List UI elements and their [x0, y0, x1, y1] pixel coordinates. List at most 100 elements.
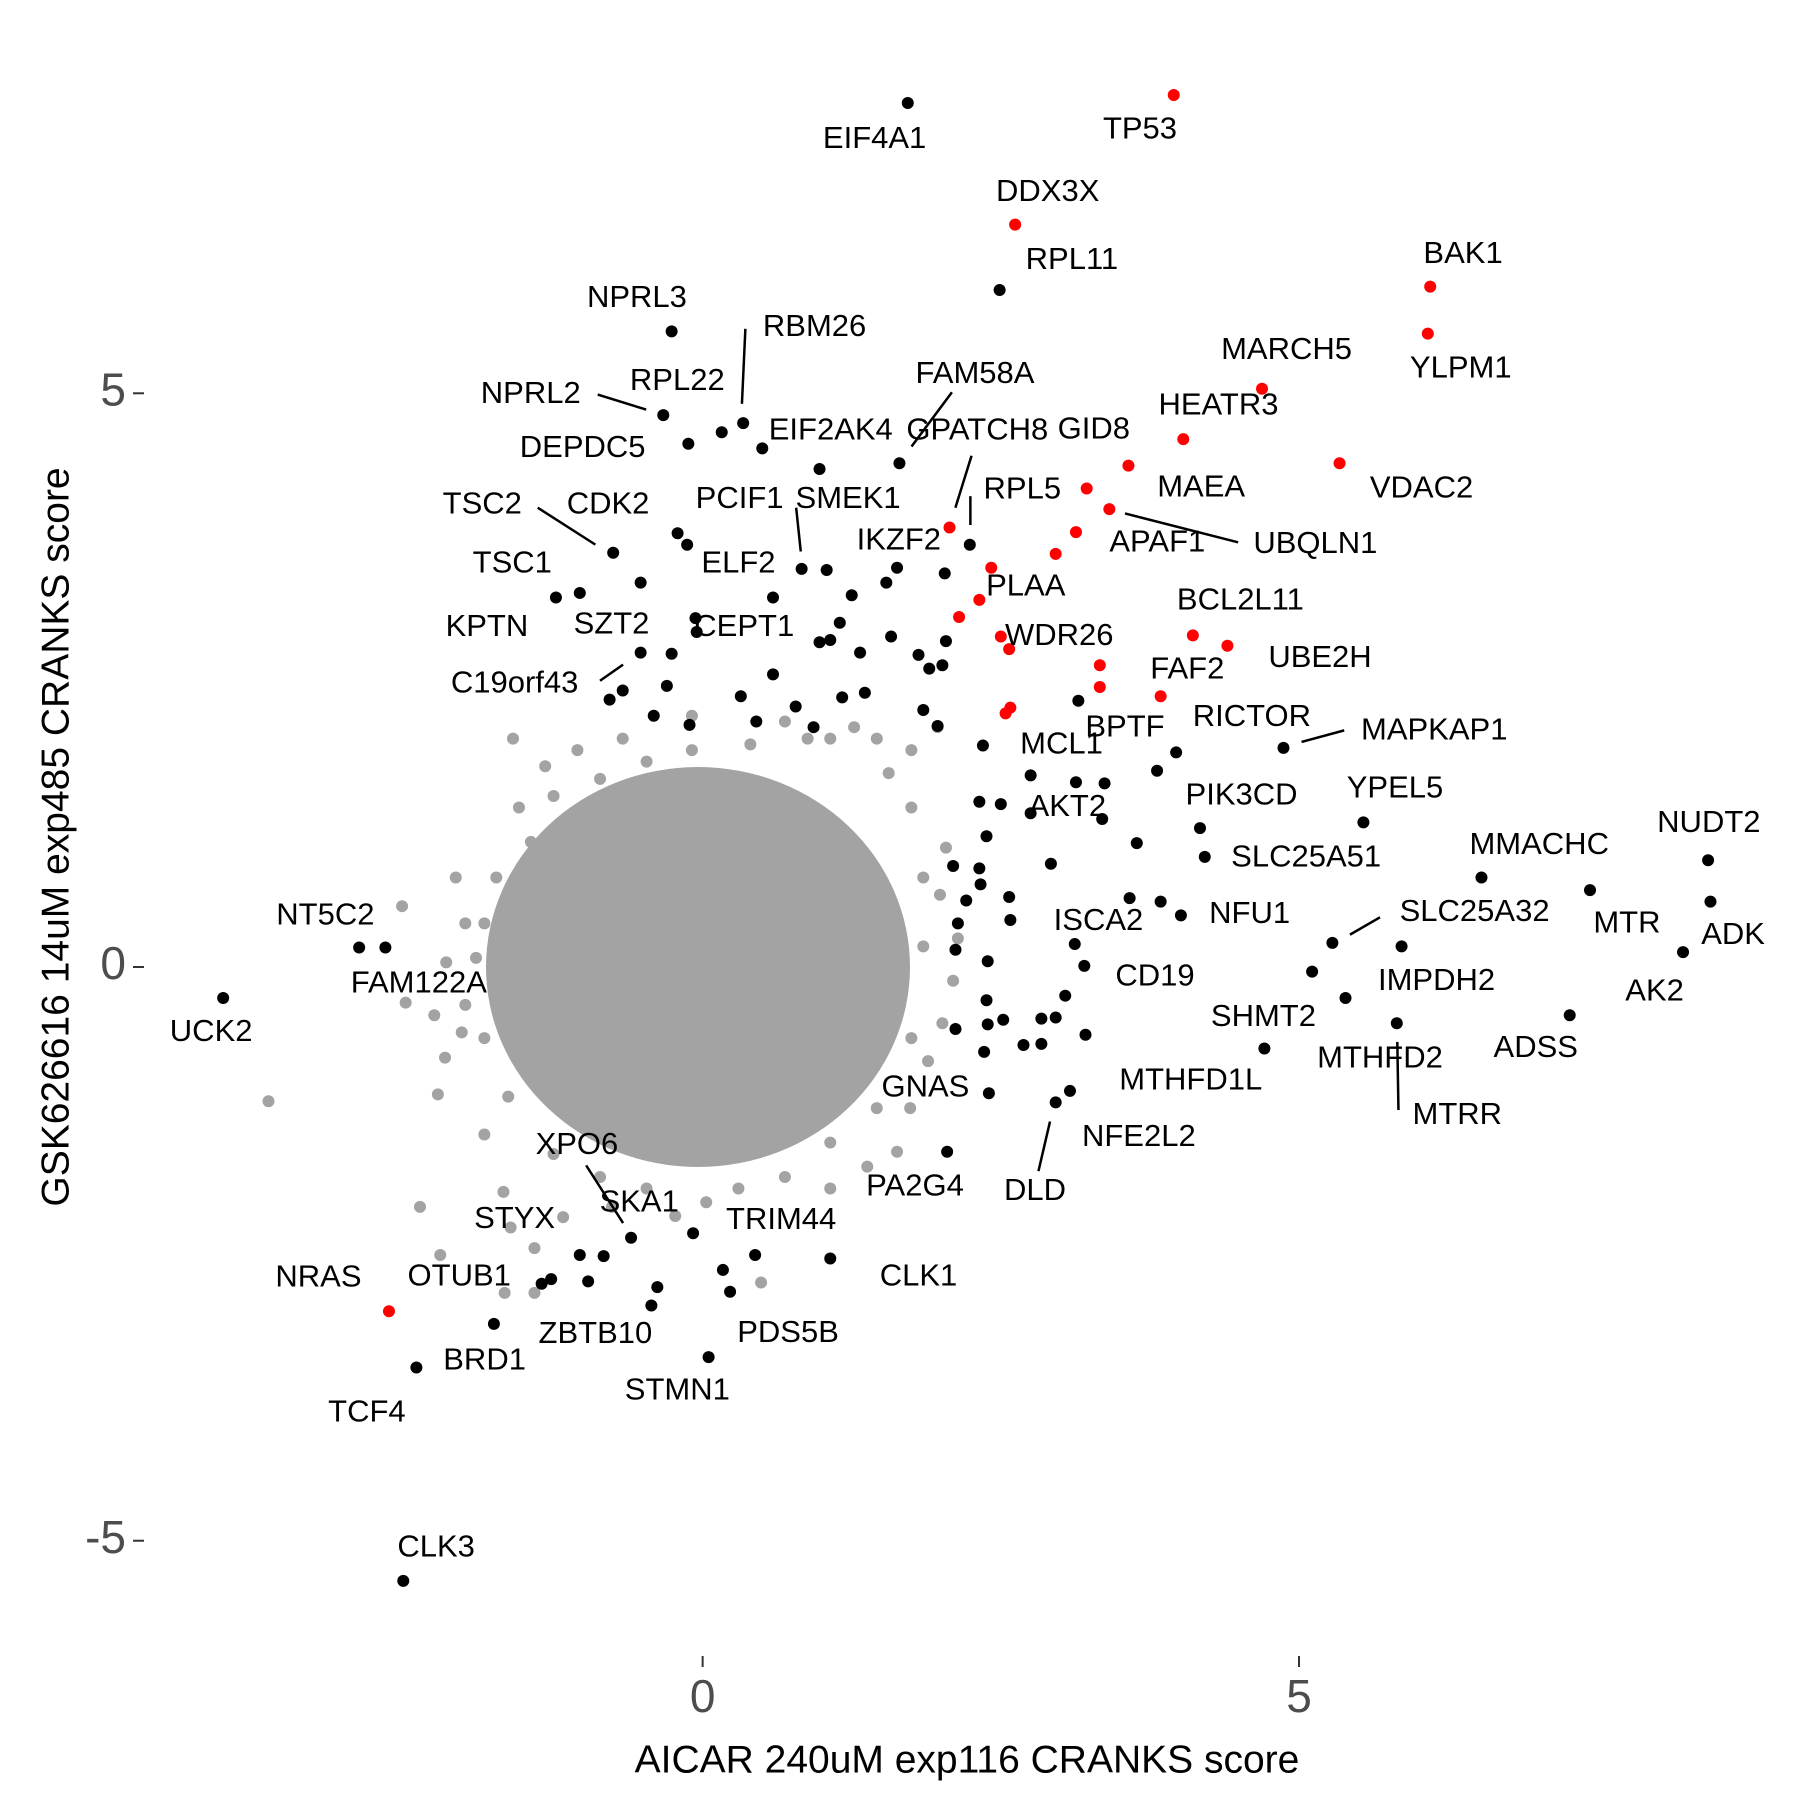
point	[478, 1128, 491, 1141]
point	[1186, 629, 1199, 642]
leader-line	[954, 455, 973, 509]
point-label: SLC25A51	[1231, 839, 1381, 874]
point	[1221, 639, 1234, 652]
point-label: IMPDH2	[1378, 962, 1495, 997]
point	[755, 1276, 768, 1289]
point	[616, 684, 629, 697]
point	[938, 567, 951, 580]
point	[535, 1277, 548, 1290]
point	[660, 679, 673, 692]
point	[734, 690, 747, 703]
point-label: EIF2AK4	[769, 412, 893, 447]
point	[824, 732, 837, 745]
point	[1421, 327, 1434, 340]
point	[973, 593, 986, 606]
point	[732, 1182, 745, 1195]
point	[1096, 812, 1109, 825]
point	[854, 646, 867, 659]
point	[1024, 769, 1037, 782]
point	[1333, 457, 1346, 470]
point	[1339, 991, 1352, 1004]
point	[528, 1286, 541, 1299]
point	[434, 1249, 447, 1262]
point-label: OTUB1	[408, 1257, 511, 1292]
point-label: RPL11	[1026, 241, 1119, 276]
point	[440, 956, 453, 969]
point	[455, 1026, 468, 1039]
point	[502, 1090, 515, 1103]
leader-line	[1037, 1121, 1052, 1172]
point	[665, 325, 678, 338]
point	[685, 744, 698, 757]
point	[1035, 1012, 1048, 1025]
point	[824, 1182, 837, 1195]
point	[947, 860, 960, 873]
point	[1003, 891, 1016, 904]
point	[573, 1249, 586, 1262]
point	[594, 772, 607, 785]
point	[953, 611, 966, 624]
point	[1069, 776, 1082, 789]
leader-line	[585, 1164, 625, 1224]
point	[528, 1242, 541, 1255]
point	[1123, 892, 1136, 905]
point	[1167, 88, 1180, 101]
point	[557, 1211, 570, 1224]
point-label: TSC2	[443, 486, 522, 521]
point	[700, 1196, 713, 1209]
x-tick-label: 5	[1286, 1670, 1312, 1722]
point	[682, 437, 695, 450]
point	[936, 1017, 949, 1030]
point	[607, 546, 620, 559]
point	[922, 1055, 935, 1068]
point-label: YPEL5	[1347, 769, 1444, 804]
point	[665, 647, 678, 660]
leader-line	[597, 393, 647, 411]
point-label: DLD	[1004, 1172, 1066, 1207]
point	[690, 625, 703, 638]
point	[507, 732, 520, 745]
leader-line	[537, 506, 597, 546]
point	[397, 1574, 410, 1587]
point	[891, 561, 904, 574]
point	[870, 1102, 883, 1115]
point	[939, 635, 952, 648]
point	[756, 442, 769, 455]
point	[1258, 1042, 1271, 1055]
point	[933, 888, 946, 901]
point	[801, 732, 814, 745]
point	[353, 941, 366, 954]
point	[524, 835, 537, 848]
point	[431, 1088, 444, 1101]
leader-line	[1396, 1041, 1400, 1111]
point-label: C19orf43	[451, 664, 579, 699]
point	[1079, 1028, 1092, 1041]
point	[912, 648, 925, 661]
point-label: SZT2	[574, 606, 650, 641]
point-label: PLAA	[986, 567, 1066, 602]
point	[539, 760, 552, 773]
point	[845, 589, 858, 602]
point	[833, 616, 846, 629]
point-label: UBQLN1	[1253, 525, 1377, 560]
point	[1154, 690, 1167, 703]
x-tick-label: 0	[690, 1670, 716, 1722]
point	[396, 900, 409, 913]
point	[1475, 871, 1488, 884]
point	[778, 1170, 791, 1183]
point-label: XPO6	[536, 1126, 619, 1161]
point	[905, 801, 918, 814]
point-label: MARCH5	[1221, 331, 1352, 366]
point	[923, 662, 936, 675]
point-label: MTR	[1593, 904, 1660, 939]
point	[716, 1263, 729, 1276]
point-label: MTRR	[1413, 1096, 1503, 1131]
point	[974, 878, 987, 891]
point	[640, 1182, 653, 1195]
point	[645, 1299, 658, 1312]
point-label: GNAS	[881, 1068, 969, 1103]
point-label: NFU1	[1209, 895, 1290, 930]
point	[1306, 965, 1319, 978]
point	[1154, 895, 1167, 908]
